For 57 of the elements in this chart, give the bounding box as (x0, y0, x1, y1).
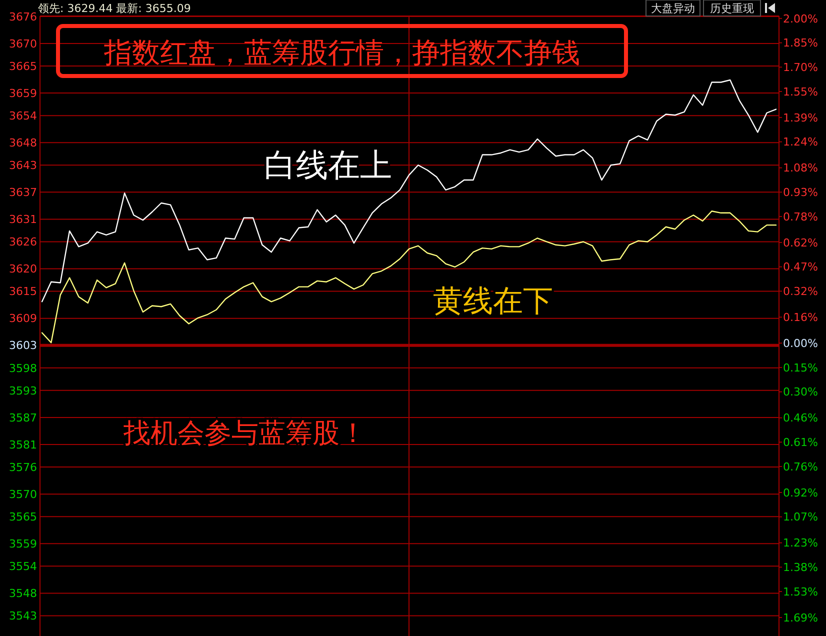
line-series (41, 210, 777, 344)
y2-tick-label: 1.85% (783, 36, 818, 50)
y-tick-label: 3637 (9, 186, 37, 200)
y-tick-label: 3548 (9, 587, 37, 600)
y2-tick-label: 0.76% (783, 460, 818, 474)
y-tick-label: 3609 (9, 312, 37, 326)
y2-tick-label: 1.08% (783, 162, 818, 175)
y-tick-label: 3598 (9, 362, 37, 375)
y2-tick-label: 0.30% (783, 386, 818, 399)
y-tick-label: 3615 (9, 285, 37, 298)
y2-tick-label: 0.47% (783, 260, 818, 274)
text: 大盘异动 (651, 2, 695, 15)
y2-tick-label: 0.46% (783, 412, 818, 425)
y-tick-label: 3543 (9, 610, 37, 623)
text: 领先: 3629.44 最新: 3655.09 (38, 2, 191, 15)
y2-tick-label: 1.24% (783, 136, 818, 149)
y2-tick-label: 0.78% (783, 210, 818, 224)
y2-tick-label: 1.23% (783, 536, 818, 550)
y2-tick-label: 0.15% (783, 361, 818, 374)
y2-tick-label: 1.53% (783, 585, 818, 598)
y-tick-label: 3659 (9, 86, 37, 100)
y-tick-label: 3643 (9, 158, 37, 172)
y2-tick-label: 1.38% (783, 561, 818, 574)
annotation: 找机会参与蓝筹股！ (122, 418, 366, 449)
y-tick-label: 3581 (9, 438, 37, 452)
y-tick-label: 3620 (9, 262, 37, 276)
y2-tick-label: 1.69% (783, 611, 818, 624)
y2-tick-label: 0.00% (783, 336, 818, 350)
y-tick-label: 3565 (9, 510, 37, 524)
y-tick-label: 3665 (9, 60, 37, 73)
y-tick-label: 3570 (9, 488, 37, 501)
y-tick-label: 3554 (9, 560, 37, 574)
y-tick-label: 3603 (9, 339, 37, 352)
text: 历史重现 (710, 2, 754, 15)
y-tick-label: 3587 (9, 411, 37, 424)
annotation: 黄线在下 (433, 284, 553, 319)
y-tick-label: 3593 (9, 384, 37, 398)
y2-tick-label: 0.16% (783, 311, 818, 324)
y-tick-label: 3676 (9, 10, 37, 24)
y-tick-label: 3626 (9, 236, 37, 249)
y2-tick-label: 0.61% (783, 436, 818, 450)
y2-tick-label: 1.07% (783, 510, 818, 524)
y-tick-label: 3654 (9, 109, 37, 122)
y2-tick-label: 1.39% (783, 111, 818, 124)
y-tick-label: 3576 (9, 460, 37, 474)
text: 指数红盘，蓝筹股行情，挣指数不挣钱 (103, 36, 580, 69)
y2-tick-label: 0.62% (783, 236, 818, 250)
y-tick-label: 3559 (9, 537, 37, 550)
y2-tick-label: 1.70% (783, 60, 818, 74)
y-tick-label: 3670 (9, 37, 37, 50)
y2-tick-label: 0.93% (783, 186, 818, 199)
y2-tick-label: 1.55% (783, 85, 818, 98)
y-tick-label: 3631 (9, 213, 37, 226)
y-tick-label: 3648 (9, 136, 37, 150)
y2-tick-label: 2.00% (783, 12, 818, 26)
y2-tick-label: 0.92% (783, 486, 818, 500)
y2-tick-label: 0.32% (783, 285, 818, 298)
